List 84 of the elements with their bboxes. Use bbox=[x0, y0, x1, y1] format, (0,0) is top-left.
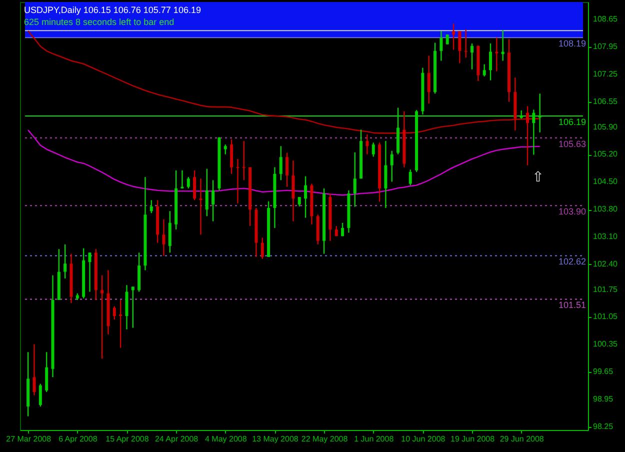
candlestick bbox=[205, 168, 208, 217]
y-tick-label: 108.65 bbox=[593, 14, 618, 24]
candlestick bbox=[162, 218, 166, 256]
candlestick bbox=[538, 93, 542, 133]
candlestick bbox=[112, 306, 116, 320]
candlestick bbox=[186, 176, 190, 189]
candlestick bbox=[304, 176, 308, 218]
candlestick bbox=[292, 160, 295, 222]
candlestick bbox=[458, 30, 462, 64]
candlestick bbox=[452, 22, 456, 50]
candlestick bbox=[279, 146, 282, 181]
candlestick bbox=[119, 299, 122, 348]
candlestick bbox=[88, 252, 92, 292]
x-tick-label: 13 May 2008 bbox=[252, 434, 299, 444]
ref-line-label: 103.90 bbox=[558, 206, 586, 217]
y-tick-label: 101.05 bbox=[593, 312, 618, 322]
line-series bbox=[27, 30, 540, 134]
x-tick-label: 6 Apr 2008 bbox=[58, 434, 98, 444]
candlestick bbox=[489, 42, 492, 81]
annotation: ⇧ bbox=[532, 169, 544, 186]
candlestick bbox=[298, 196, 301, 208]
candlestick bbox=[224, 144, 227, 155]
candlestick bbox=[427, 55, 430, 104]
candlestick bbox=[470, 42, 474, 70]
candlestick bbox=[286, 152, 289, 188]
x-tick-label: 27 Mar 2008 bbox=[6, 434, 52, 444]
candlestick bbox=[38, 383, 42, 408]
x-tick-label: 10 Jun 2008 bbox=[401, 434, 446, 444]
candlestick bbox=[64, 244, 67, 280]
candlestick bbox=[236, 158, 240, 204]
candlestick bbox=[168, 210, 172, 254]
y-tick-label: 101.75 bbox=[593, 284, 618, 294]
candlestick bbox=[353, 152, 356, 208]
candlestick bbox=[390, 150, 394, 182]
x-tick-label: 4 May 2008 bbox=[204, 434, 248, 444]
candlestick bbox=[446, 34, 449, 45]
x-tick-label: 19 Jun 2008 bbox=[450, 434, 496, 444]
candlestick bbox=[180, 170, 184, 189]
ref-line-label: 102.62 bbox=[558, 256, 586, 267]
y-tick-label: 105.90 bbox=[593, 122, 618, 132]
y-tick-label: 107.95 bbox=[593, 42, 618, 52]
candlestick bbox=[212, 180, 215, 222]
x-tick-label: 24 Apr 2008 bbox=[154, 434, 199, 444]
x-tick-label: 22 May 2008 bbox=[301, 434, 348, 444]
y-tick-label: 104.50 bbox=[593, 177, 618, 186]
x-tick-label: 15 Apr 2008 bbox=[106, 434, 150, 444]
candlestick bbox=[501, 30, 504, 62]
candlestick bbox=[372, 142, 375, 158]
candlestick bbox=[366, 134, 369, 155]
candlestick bbox=[408, 168, 412, 186]
x-tick-label: 29 Jun 2008 bbox=[500, 434, 544, 444]
x-tick-label: 1 Jun 2008 bbox=[354, 434, 394, 444]
y-tick-label: 100.35 bbox=[593, 340, 618, 349]
y-tick-label: 103.80 bbox=[593, 204, 618, 214]
y-tick-label: 98.25 bbox=[593, 422, 614, 431]
candlestick bbox=[532, 109, 536, 156]
ref-line-label: 108.19 bbox=[558, 38, 586, 49]
ref-line-label: 105.63 bbox=[558, 138, 586, 149]
ref-line-label: 101.51 bbox=[558, 300, 586, 310]
candlestick bbox=[526, 106, 530, 166]
candlestick bbox=[440, 30, 443, 62]
candlestick bbox=[150, 200, 153, 214]
candlestick bbox=[482, 64, 486, 77]
y-tick-label: 105.20 bbox=[593, 150, 618, 159]
y-tick-label: 102.40 bbox=[593, 259, 618, 268]
candlestick bbox=[193, 170, 196, 201]
candlestick bbox=[32, 344, 36, 396]
candlestick bbox=[242, 140, 246, 181]
candlestick bbox=[230, 138, 234, 175]
candlestick bbox=[384, 140, 388, 209]
candlestick bbox=[341, 222, 344, 237]
candlestick bbox=[131, 286, 134, 328]
candlestick bbox=[100, 274, 104, 360]
candlestick bbox=[495, 37, 498, 72]
candlestick bbox=[45, 351, 48, 393]
y-tick-label: 99.65 bbox=[593, 367, 614, 376]
y-tick-label: 98.95 bbox=[593, 394, 614, 404]
candlestick bbox=[260, 237, 264, 260]
candlestick bbox=[520, 110, 523, 120]
y-tick-label: 107.25 bbox=[593, 69, 618, 78]
ref-line-label: 106.19 bbox=[558, 116, 586, 127]
y-tick-label: 103.10 bbox=[593, 232, 618, 241]
y-tick-label: 106.55 bbox=[593, 96, 618, 106]
candlestick bbox=[199, 178, 202, 236]
